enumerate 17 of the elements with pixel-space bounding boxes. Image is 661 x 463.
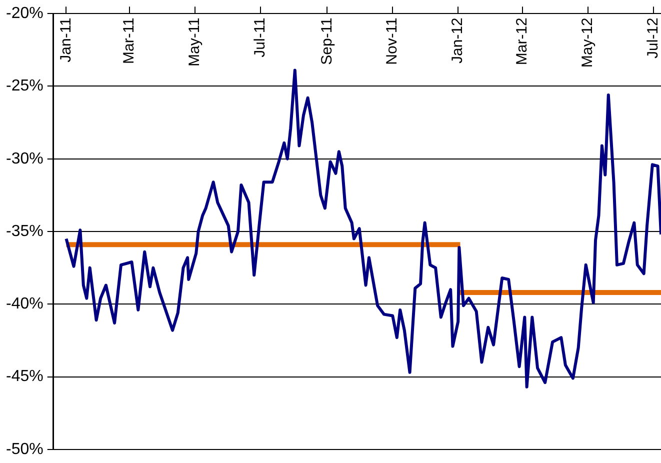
y-tick-label: -30%	[6, 150, 44, 168]
x-tick-label: May-11	[186, 18, 204, 67]
x-tick-label: Jul-12	[644, 18, 661, 58]
y-tick-label: -50%	[6, 440, 44, 458]
y-tick-label: -25%	[6, 78, 44, 95]
y-tick-label: -35%	[6, 222, 44, 240]
x-tick-label: Jan-11	[57, 18, 74, 62]
x-tick-label: Nov-11	[384, 18, 401, 65]
x-tick-label: Jan-12	[449, 18, 466, 64]
y-tick-label: -45%	[6, 368, 44, 386]
y-tick-label: -40%	[6, 296, 44, 313]
x-tick-label: Mar-12	[514, 18, 531, 66]
x-tick-label: Mar-11	[120, 18, 138, 64]
x-tick-label: Jul-11	[252, 18, 269, 58]
x-tick-label: Sep-11	[318, 18, 336, 65]
y-tick-label: -20%	[6, 5, 44, 22]
x-tick-label: May-12	[579, 18, 596, 68]
